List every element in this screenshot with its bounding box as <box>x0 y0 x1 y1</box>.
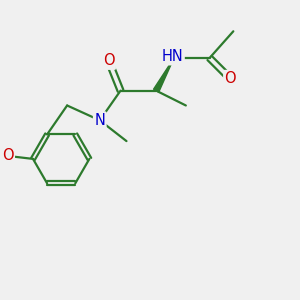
Text: O: O <box>2 148 14 164</box>
Polygon shape <box>154 58 174 92</box>
Text: N: N <box>94 113 105 128</box>
Text: O: O <box>224 71 236 86</box>
Text: O: O <box>103 53 115 68</box>
Text: HN: HN <box>162 49 183 64</box>
